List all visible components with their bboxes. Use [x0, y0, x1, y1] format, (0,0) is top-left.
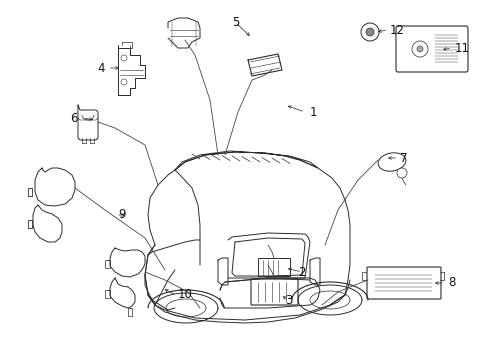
- Circle shape: [365, 28, 373, 36]
- Text: 9: 9: [118, 208, 125, 221]
- Text: 7: 7: [399, 152, 407, 165]
- FancyBboxPatch shape: [250, 279, 297, 305]
- Text: 3: 3: [285, 293, 292, 306]
- Text: 6: 6: [70, 112, 78, 125]
- Text: 12: 12: [389, 23, 404, 36]
- Circle shape: [121, 55, 127, 61]
- Ellipse shape: [377, 153, 405, 171]
- FancyBboxPatch shape: [366, 267, 440, 299]
- Text: 4: 4: [97, 62, 105, 75]
- Text: 8: 8: [447, 276, 454, 289]
- Text: 11: 11: [454, 41, 469, 54]
- Text: 1: 1: [309, 105, 317, 118]
- Circle shape: [121, 79, 127, 85]
- FancyBboxPatch shape: [395, 26, 467, 72]
- Circle shape: [360, 23, 378, 41]
- Bar: [258, 258, 289, 276]
- Circle shape: [416, 46, 422, 52]
- Circle shape: [411, 41, 427, 57]
- Text: 2: 2: [297, 266, 305, 279]
- Text: 5: 5: [231, 15, 239, 28]
- Text: 10: 10: [178, 288, 192, 302]
- Circle shape: [396, 168, 406, 178]
